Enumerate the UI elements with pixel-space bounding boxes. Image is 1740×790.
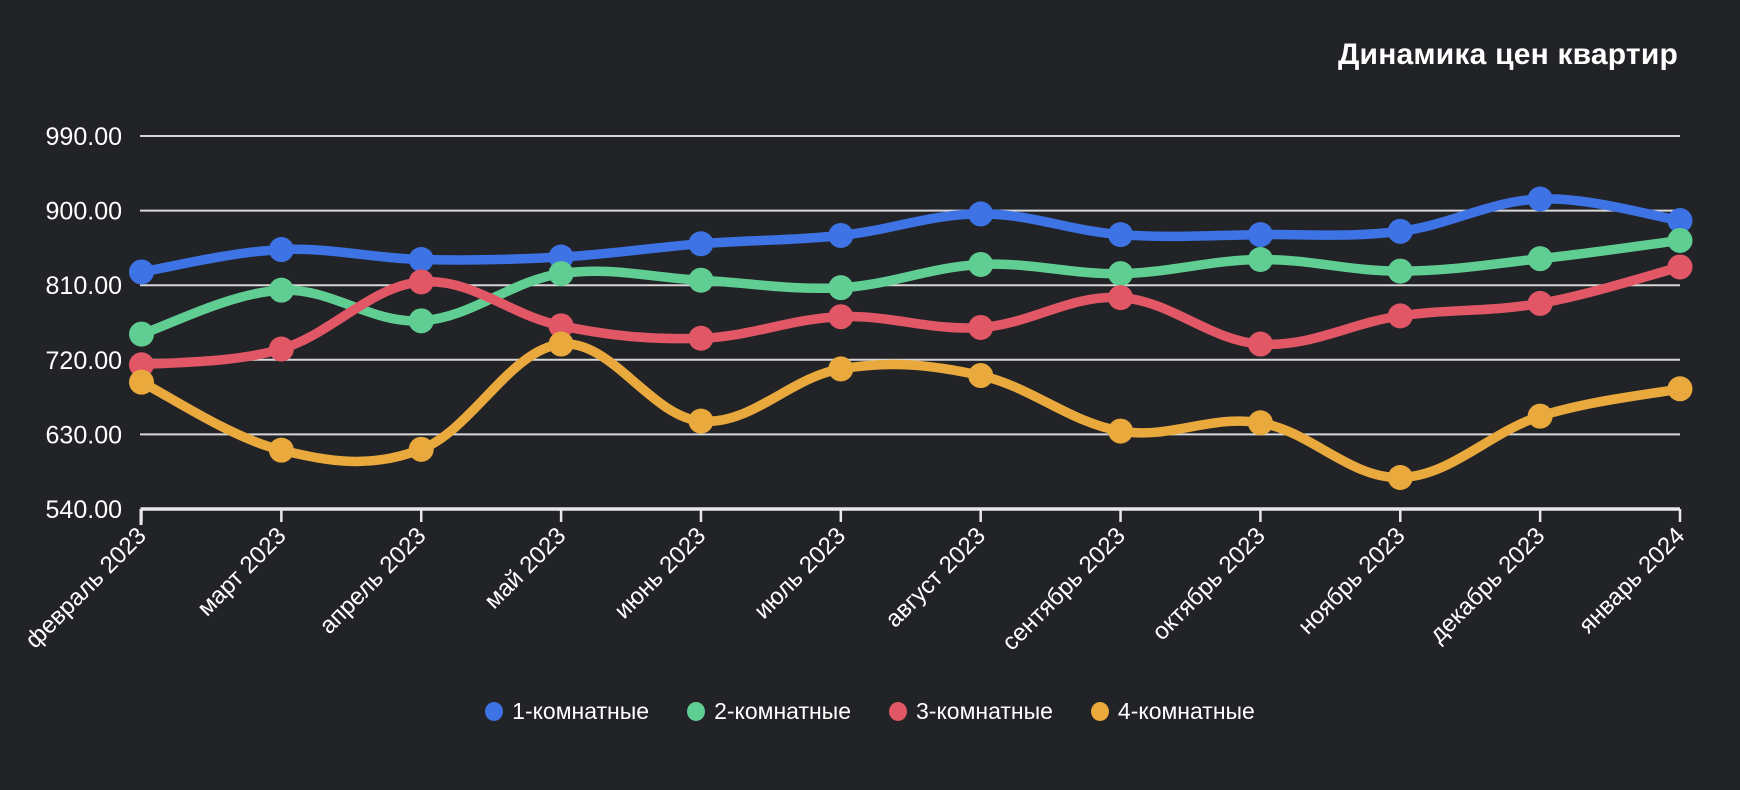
- data-point: [1527, 246, 1553, 272]
- legend-marker-circle-icon: [1090, 702, 1109, 721]
- legend-item-3-комнатные[interactable]: 3-комнатные: [889, 698, 1053, 725]
- data-point: [828, 304, 854, 330]
- x-tick-label: август 2023: [880, 522, 991, 633]
- data-point: [1527, 186, 1553, 212]
- data-point: [1667, 227, 1693, 253]
- data-point: [688, 325, 714, 351]
- legend-item-2-комнатные[interactable]: 2-комнатные: [687, 698, 851, 725]
- legend-item-1-комнатные[interactable]: 1-комнатные: [485, 698, 649, 725]
- series-2-комнатные: [129, 227, 1693, 347]
- data-point: [408, 308, 434, 334]
- data-point: [268, 277, 294, 303]
- x-tick-label: февраль 2023: [20, 522, 152, 654]
- data-point: [1667, 376, 1693, 402]
- series-1-комнатные: [129, 186, 1693, 285]
- legend-marker-circle-icon: [889, 702, 907, 721]
- x-tick-label: сентябрь 2023: [997, 522, 1131, 656]
- x-tick-label: октябрь 2023: [1147, 522, 1271, 646]
- x-tick-label: май 2023: [479, 522, 571, 614]
- data-point: [129, 352, 154, 378]
- series-4-комнатные: [129, 331, 1693, 491]
- legend-label: 4-комнатные: [1117, 698, 1255, 724]
- data-point: [828, 356, 854, 382]
- data-point: [1387, 465, 1413, 491]
- x-tick-label: апрель 2023: [314, 522, 431, 639]
- chart-title: Динамика цен квартир: [1337, 38, 1678, 71]
- data-point: [1247, 410, 1273, 436]
- data-point: [408, 436, 434, 462]
- legend-marker-circle-icon: [687, 702, 706, 721]
- y-tick-label: 990.00: [46, 123, 122, 151]
- y-tick-label: 810.00: [46, 272, 122, 300]
- x-axis: февраль 2023 март 2023 апрель 2023 май 2023…: [20, 507, 1691, 656]
- data-point: [968, 201, 994, 227]
- data-point: [129, 321, 154, 347]
- y-tick-label: 720.00: [46, 347, 122, 375]
- data-point: [268, 237, 294, 263]
- data-point: [968, 363, 994, 389]
- x-tick-label: июнь 2023: [609, 522, 711, 624]
- x-tick-label: январь 2024: [1574, 522, 1691, 639]
- data-point: [1387, 303, 1413, 329]
- x-tick-label: март 2023: [192, 522, 292, 622]
- data-point: [828, 275, 854, 301]
- series-3-комнатные: [129, 254, 1693, 378]
- chart-legend: 1-комнатные 2-комнатные 3-комнатные 4-комна…: [0, 698, 1740, 725]
- data-point: [828, 222, 854, 248]
- data-point: [688, 408, 714, 434]
- x-tick-label: июль 2023: [749, 522, 851, 624]
- legend-item-4-комнатные[interactable]: 4-комнатные: [1090, 698, 1255, 725]
- y-tick-label: 540.00: [46, 496, 122, 524]
- legend-marker-circle-icon: [485, 702, 504, 721]
- x-tick-label: ноябрь 2023: [1293, 522, 1411, 640]
- data-point: [129, 369, 154, 395]
- data-point: [1667, 254, 1693, 280]
- data-point: [1527, 290, 1553, 316]
- series-line: [136, 262, 1685, 370]
- line-chart-canvas: 990.00 900.00 810.00 720.00 630.00 540.00февр…: [20, 123, 1693, 656]
- y-axis-labels: 990.00 900.00 810.00 720.00 630.00 540.00: [46, 123, 122, 524]
- data-point: [1108, 261, 1134, 287]
- legend-label: 1-комнатные: [512, 698, 650, 724]
- data-point: [1108, 285, 1134, 311]
- data-point: [408, 269, 434, 295]
- data-point: [1667, 208, 1693, 234]
- series-line: [136, 194, 1685, 277]
- data-point: [1247, 331, 1273, 357]
- data-point: [688, 231, 714, 257]
- data-point: [688, 267, 714, 293]
- legend-label: 2-комнатные: [714, 698, 851, 724]
- legend-label: 3-комнатные: [916, 698, 1053, 724]
- data-point: [968, 251, 994, 277]
- gridlines: [140, 135, 1680, 436]
- data-point: [548, 261, 574, 287]
- data-point: [268, 336, 294, 362]
- series-line: [136, 339, 1685, 483]
- data-point: [1108, 418, 1134, 444]
- data-point: [129, 259, 154, 285]
- data-point: [548, 313, 574, 339]
- data-point: [1247, 222, 1273, 248]
- data-point: [408, 247, 434, 273]
- x-tick-label: декабрь 2023: [1424, 522, 1550, 648]
- data-point: [268, 437, 294, 463]
- data-point: [1247, 247, 1273, 273]
- y-tick-label: 900.00: [46, 198, 122, 226]
- data-point: [968, 314, 994, 340]
- data-point: [1108, 222, 1134, 248]
- data-point: [1527, 403, 1553, 429]
- data-point: [1387, 258, 1413, 284]
- data-point: [1387, 218, 1413, 244]
- data-point: [548, 331, 574, 357]
- y-tick-label: 630.00: [46, 421, 122, 449]
